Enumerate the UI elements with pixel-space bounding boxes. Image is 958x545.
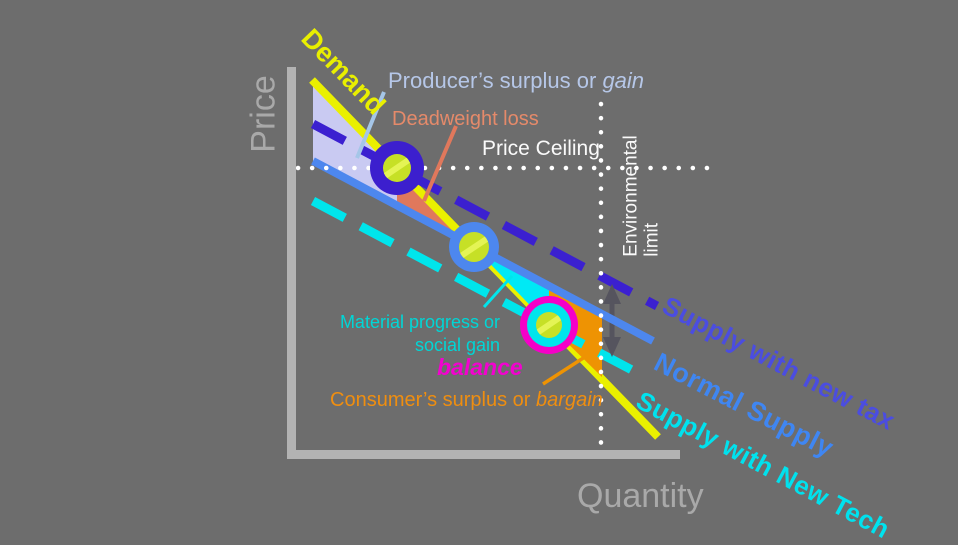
producer-surplus-text: Producer’s surplus or [388,68,597,93]
quantity-axis-label: Quantity [577,477,704,515]
normal-equilibrium-marker [449,222,499,272]
supply-with-new-tech-line [310,197,650,382]
price-axis-label: Price [244,75,283,153]
balance-annotation: balance [437,354,523,380]
tax-marker-streak [383,156,411,179]
material-progress-line2: social gain [414,334,500,355]
material-progress-annotation: Material progress or social gain [340,311,500,356]
price-ceiling-annotation: Price Ceiling [482,137,600,160]
normal-marker-streak [459,235,489,259]
material-progress-line1: Material progress or [339,312,500,332]
consumer-surplus-callout [542,351,592,386]
shift-arrow-down-head [603,337,621,357]
tech-marker-streak [536,313,562,336]
environmental-limit-line1: Environmental [620,135,642,257]
x-axis [287,450,680,459]
y-axis [287,67,296,458]
environmental-limit-annotation: Environmental limit [621,135,664,256]
environmental-limit-line2: limit [642,222,663,257]
consumer-surplus-text: Consumer’s surplus or [330,389,531,411]
producer-surplus-gain-text: gain [602,68,645,93]
shift-arrow-up-head [603,284,621,304]
tech-equilibrium-marker [520,296,578,354]
consumer-surplus-bargain-text: bargain [536,389,603,411]
deadweight-loss-annotation: Deadweight loss [392,108,539,130]
material-progress-callout [482,274,514,309]
tax-equilibrium-marker [370,141,424,195]
producer-surplus-callout [355,91,386,159]
deadweight-callout [422,125,458,202]
producer-surplus-annotation: Producer’s surplus or gain [388,68,644,93]
consumer-surplus-annotation: Consumer’s surplus or bargain [330,389,603,412]
supply-with-new-tax-line [310,120,660,310]
